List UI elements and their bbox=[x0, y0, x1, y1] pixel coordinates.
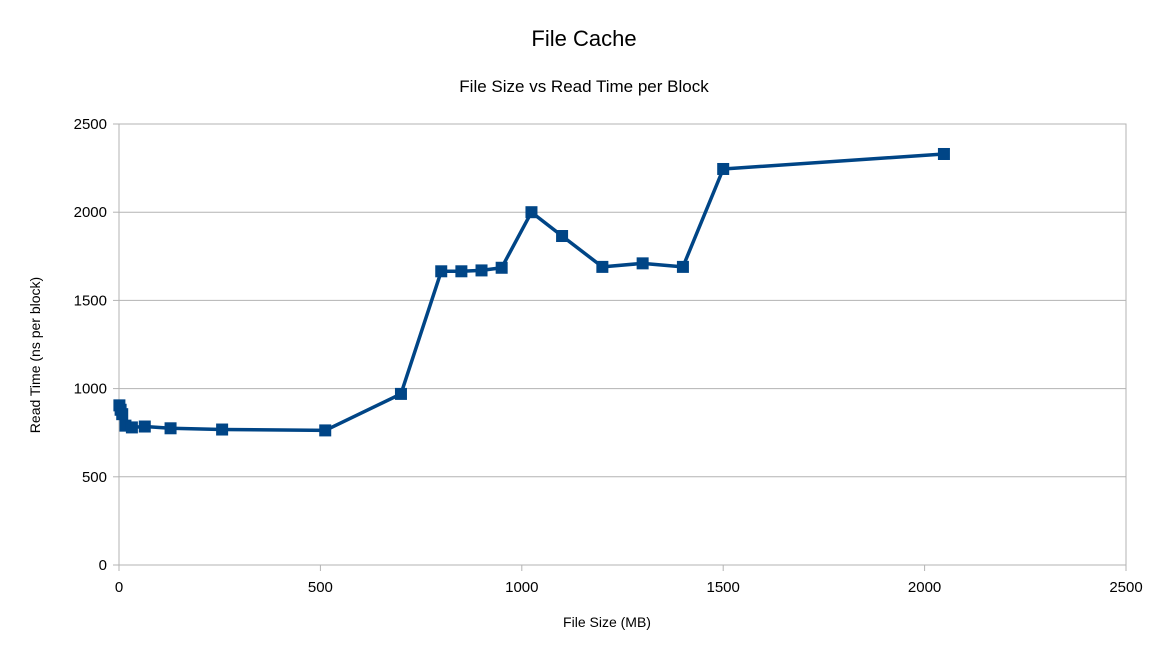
data-point bbox=[475, 264, 488, 277]
data-point bbox=[717, 162, 730, 175]
data-point bbox=[394, 387, 407, 400]
data-point bbox=[937, 147, 950, 160]
data-point bbox=[435, 265, 448, 278]
data-point bbox=[636, 257, 649, 270]
data-point bbox=[138, 420, 151, 433]
series-layer bbox=[113, 147, 950, 437]
data-point bbox=[525, 206, 538, 219]
gridlines bbox=[119, 123, 1126, 566]
x-tick-label: 2500 bbox=[1109, 579, 1142, 596]
y-tick-label: 0 bbox=[99, 557, 107, 574]
data-point bbox=[676, 260, 689, 273]
data-point bbox=[119, 419, 132, 432]
x-tick-label: 0 bbox=[115, 579, 123, 596]
y-tick-label: 1500 bbox=[74, 292, 107, 309]
y-tick-label: 500 bbox=[82, 469, 107, 486]
data-point bbox=[455, 265, 468, 278]
x-tick-label: 2000 bbox=[908, 579, 941, 596]
data-point bbox=[319, 424, 332, 437]
data-point bbox=[216, 423, 229, 436]
y-axis-label: Read Time (ns per block) bbox=[27, 277, 43, 433]
data-point bbox=[596, 260, 609, 273]
plot-area bbox=[118, 123, 1127, 566]
chart-subtitle: File Size vs Read Time per Block bbox=[459, 77, 709, 96]
chart-title: File Cache bbox=[531, 26, 636, 51]
data-point bbox=[495, 261, 508, 274]
x-tick-label: 1500 bbox=[707, 579, 740, 596]
x-axis-label: File Size (MB) bbox=[563, 614, 651, 630]
y-tick-label: 1000 bbox=[74, 381, 107, 398]
data-point bbox=[164, 422, 177, 435]
y-tick-label: 2500 bbox=[74, 116, 107, 133]
x-tick-label: 1000 bbox=[505, 579, 538, 596]
data-point bbox=[116, 408, 129, 421]
y-tick-label: 2000 bbox=[74, 204, 107, 221]
y-axis-ticks: 0 500 1000 1500 2000 2500 bbox=[74, 116, 119, 574]
x-axis-ticks: 0 500 1000 1500 2000 2500 bbox=[115, 565, 1143, 596]
x-tick-label: 500 bbox=[308, 579, 333, 596]
data-point bbox=[125, 421, 138, 434]
data-point bbox=[556, 230, 569, 243]
